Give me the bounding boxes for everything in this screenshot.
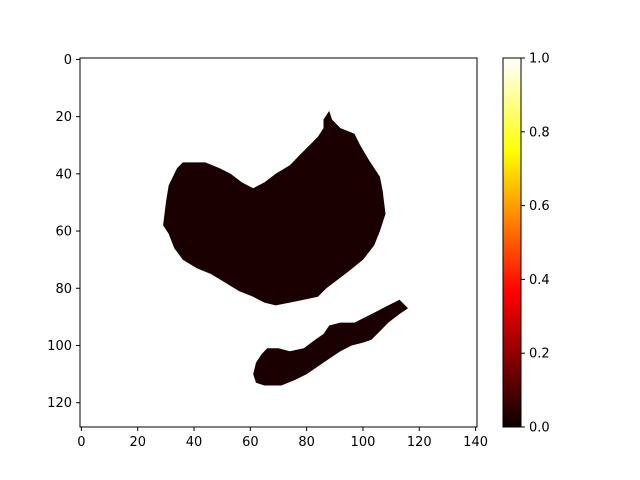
colorbar-tick-label: 0.8 xyxy=(529,125,550,140)
colorbar-tick-label: 1.0 xyxy=(529,52,550,67)
y-tick-label: 80 xyxy=(55,282,72,297)
colorbar-tick-label: 0.0 xyxy=(529,421,550,436)
colorbar xyxy=(503,58,521,427)
heatmap-regions xyxy=(163,110,408,386)
x-tick-label: 20 xyxy=(129,435,146,450)
y-axis: 0 20 40 60 80 100 120 xyxy=(47,53,80,411)
x-tick-label: 100 xyxy=(351,435,376,450)
x-tick-label: 140 xyxy=(463,435,488,450)
x-tick-label: 0 xyxy=(77,435,85,450)
colorbar-tick-label: 0.6 xyxy=(529,199,550,214)
colorbar-tick-label: 0.2 xyxy=(529,347,550,362)
colorbar-axis: 0.0 0.2 0.4 0.6 0.8 1.0 xyxy=(521,52,550,436)
y-tick-label: 100 xyxy=(47,339,72,354)
x-tick-label: 80 xyxy=(298,435,315,450)
x-tick-label: 40 xyxy=(186,435,203,450)
x-axis: 0 20 40 60 80 100 120 140 xyxy=(77,427,488,450)
y-tick-label: 0 xyxy=(64,53,72,68)
x-tick-label: 60 xyxy=(242,435,259,450)
y-tick-label: 40 xyxy=(55,167,72,182)
y-tick-label: 20 xyxy=(55,110,72,125)
x-tick-label: 120 xyxy=(407,435,432,450)
heatmap-region-1 xyxy=(163,110,386,306)
colorbar-frame xyxy=(502,57,522,428)
plot-frame xyxy=(79,57,478,428)
colorbar-tick-label: 0.4 xyxy=(529,273,550,288)
heatmap-region-2 xyxy=(253,299,408,386)
y-tick-label: 120 xyxy=(47,396,72,411)
y-tick-label: 60 xyxy=(55,225,72,240)
